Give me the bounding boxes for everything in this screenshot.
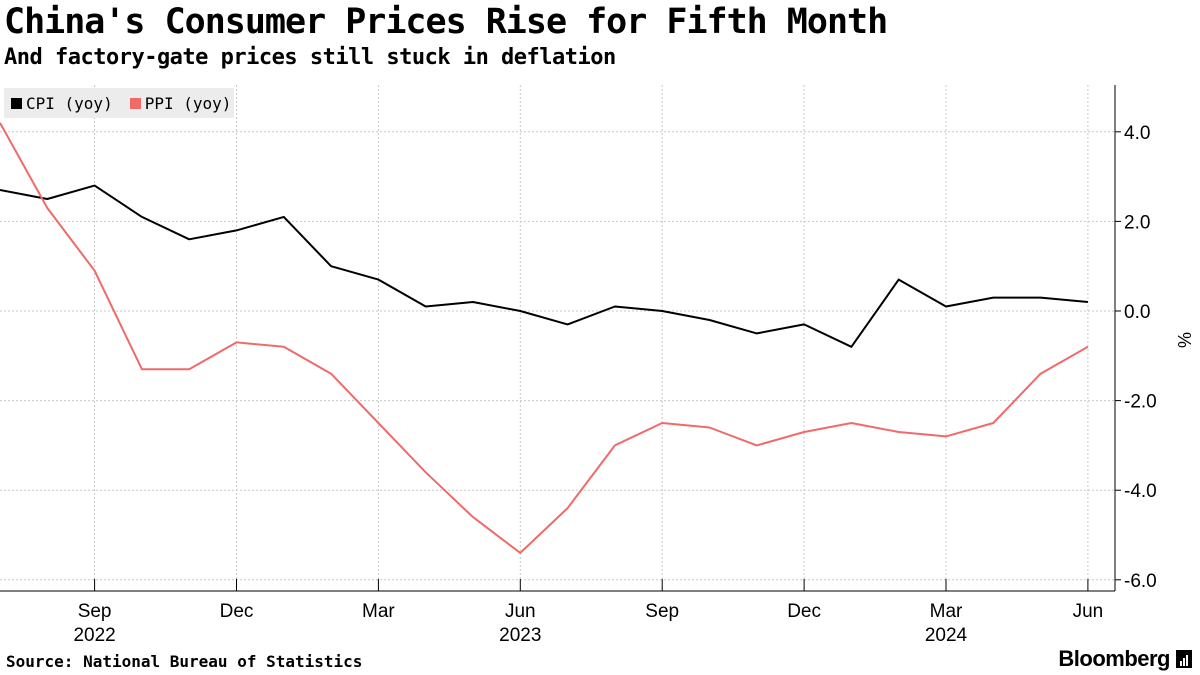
chart-subtitle: And factory-gate prices still stuck in d… [4,45,616,70]
series-line-cpi [0,184,1088,348]
x-year-label: 2024 [925,625,968,646]
y-tick-label: 2.0 [1124,212,1150,233]
legend-item-cpi: CPI (yoy) [11,94,113,113]
source-note: Source: National Bureau of Statistics [6,652,363,671]
legend-swatch-ppi [129,97,141,109]
chart-title: China's Consumer Prices Rise for Fifth M… [4,2,888,42]
x-tick-label: Sep [78,601,112,622]
brand-logo: Bloomberg [1058,646,1192,672]
x-tick-label: Dec [220,601,254,622]
brand-name: Bloomberg [1058,646,1170,671]
x-year-label: 2023 [499,625,541,646]
x-tick-label: Sep [645,601,679,622]
x-tick-label: Mar [930,601,963,622]
chart-legend: CPI (yoy) PPI (yoy) [4,88,234,118]
series-line-ppi [0,122,1089,554]
y-tick-label: -4.0 [1124,481,1157,502]
x-tick-label: Dec [787,601,821,622]
legend-item-ppi: PPI (yoy) [129,93,232,113]
bar-chart-icon [1176,650,1192,668]
x-tick-label: Jun [505,601,536,622]
y-tick-label: -2.0 [1124,392,1157,413]
x-tick-label: Mar [362,601,395,622]
y-axis-label: % [1174,332,1194,348]
x-year-label: 2022 [73,625,115,646]
y-tick-label: 0.0 [1124,302,1150,323]
legend-label-ppi: PPI (yoy) [144,93,232,113]
y-tick-label: -6.0 [1124,571,1157,592]
y-tick-label: 4.0 [1124,123,1150,144]
legend-label-cpi: CPI (yoy) [26,93,113,113]
x-tick-label: Jun [1073,601,1104,622]
legend-swatch-cpi [11,97,22,109]
